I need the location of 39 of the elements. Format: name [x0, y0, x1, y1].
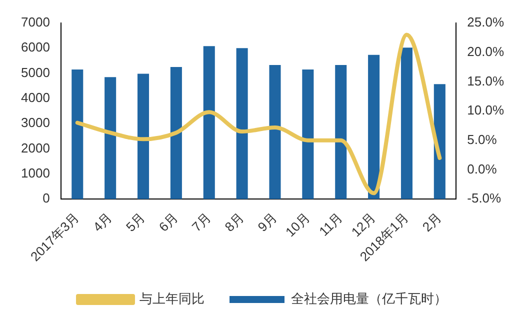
x-tick-label: 9月: [254, 210, 280, 234]
bar: [302, 70, 314, 200]
y-tick-label: 0: [42, 190, 50, 206]
bar: [368, 54, 380, 200]
bar: [236, 48, 248, 200]
y2-tick-label: 0.0%: [467, 161, 498, 176]
bar: [104, 77, 116, 200]
x-tick-label: 11月: [316, 210, 346, 239]
legend-label: 全社会用电量（亿千瓦时）: [291, 291, 447, 306]
x-tick-label: 4月: [90, 210, 115, 234]
y-tick-label: 7000: [21, 14, 50, 30]
bar: [72, 70, 84, 200]
x-tick-label: 5月: [122, 210, 148, 234]
y-tick-label: 5000: [21, 64, 50, 80]
y2-tick-label: 10.0%: [467, 102, 504, 118]
y2-tick-label: 5.0%: [467, 132, 498, 147]
bar: [203, 46, 215, 200]
bar: [400, 48, 412, 200]
bar: [170, 67, 182, 200]
y-tick-label: 3000: [21, 115, 50, 130]
y-tick-label: 6000: [21, 40, 50, 55]
x-tick-label: 8月: [222, 210, 247, 234]
x-tick-label: 10月: [282, 210, 313, 240]
y2-tick-label: 25.0%: [467, 14, 504, 30]
legend-label: 与上年同比: [140, 291, 204, 306]
y2-tick-label: 20.0%: [467, 44, 504, 59]
y2-tick-label: -5.0%: [467, 190, 502, 206]
y-tick-label: 2000: [21, 140, 50, 156]
x-tick-label: 6月: [156, 210, 181, 234]
x-tick-label: 2月: [419, 210, 444, 234]
y-tick-label: 4000: [21, 90, 50, 106]
bar: [434, 84, 446, 200]
bar: [335, 64, 347, 200]
line-series: [75, 32, 442, 196]
y-tick-label: 1000: [21, 165, 50, 180]
bar: [269, 64, 281, 200]
bar: [137, 74, 150, 200]
x-tick-label: 7月: [188, 210, 214, 234]
y2-tick-label: 15.0%: [467, 73, 504, 88]
